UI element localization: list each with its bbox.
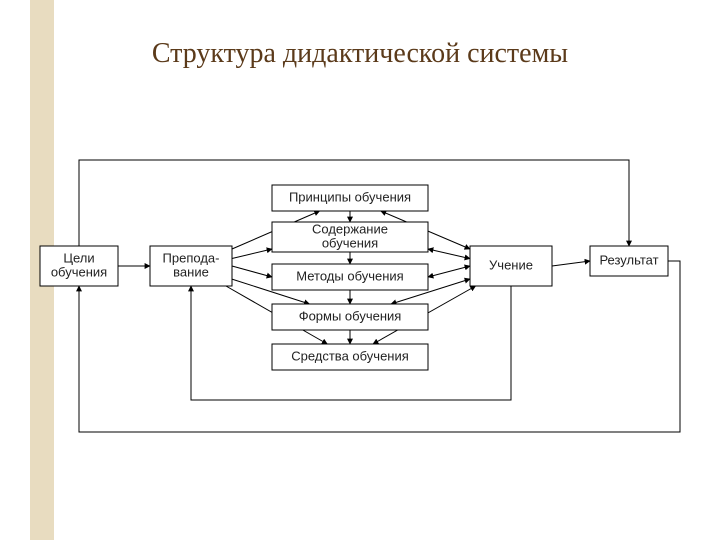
node-label-forms: Формы обучения	[299, 308, 402, 323]
diagram: ЦелиобученияПрепода-ваниеПринципы обучен…	[0, 0, 720, 540]
node-label-content: обучения	[322, 235, 378, 250]
node-label-result: Результат	[599, 252, 658, 267]
edge	[232, 249, 272, 259]
node-label-teaching: вание	[173, 264, 209, 279]
node-label-learning: Учение	[489, 257, 533, 272]
edge	[232, 266, 272, 277]
node-label-content: Содержание	[312, 221, 388, 236]
node-label-methods: Методы обучения	[296, 268, 403, 283]
edge	[191, 286, 511, 400]
edge	[428, 249, 470, 259]
edge	[552, 261, 590, 266]
edge	[428, 266, 470, 277]
node-label-means: Средства обучения	[291, 348, 409, 363]
node-label-principles: Принципы обучения	[289, 189, 411, 204]
node-label-teaching: Препода-	[163, 250, 220, 265]
node-label-goals: Цели	[63, 250, 94, 265]
node-label-goals: обучения	[51, 264, 107, 279]
